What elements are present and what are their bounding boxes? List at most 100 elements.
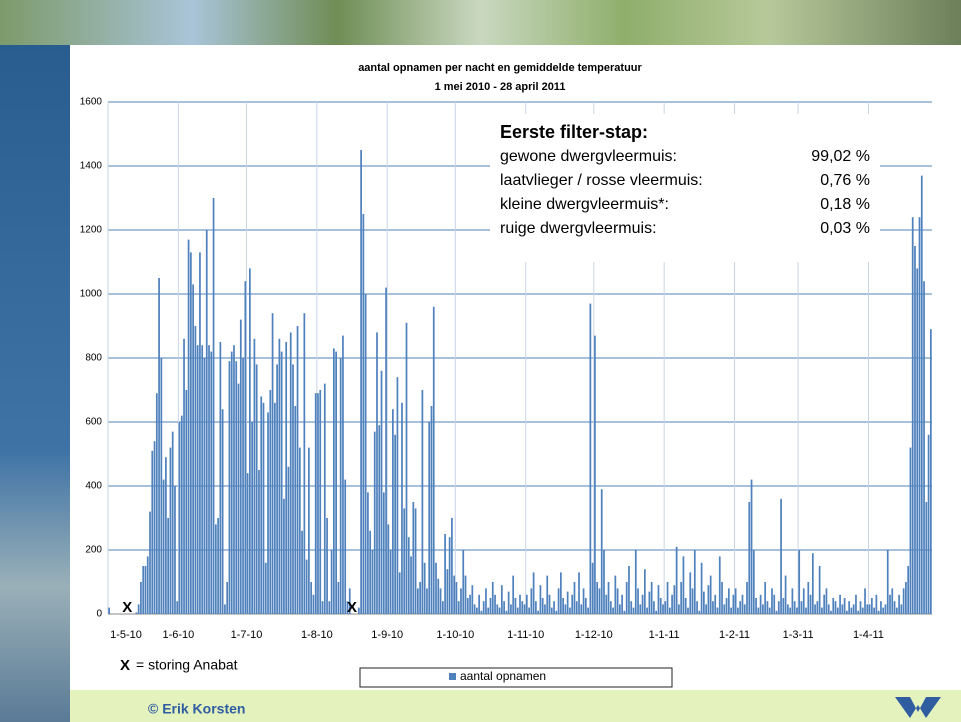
filter-row-value: 99,02 % (811, 148, 870, 165)
bar (308, 447, 310, 614)
bar (914, 246, 916, 614)
bar (294, 406, 297, 614)
bar (487, 607, 490, 614)
bar (709, 575, 712, 614)
bar (364, 294, 367, 614)
bar (546, 575, 549, 614)
legend-label: aantal opnamen (460, 669, 546, 683)
bar (444, 534, 446, 614)
bar (923, 281, 925, 614)
bar (773, 594, 776, 614)
side-strip (0, 45, 70, 722)
chart-title: aantal opnamen per nacht en gemiddelde t… (358, 62, 642, 74)
bar (646, 607, 648, 614)
bar (210, 351, 213, 614)
bar (752, 550, 755, 614)
bar (214, 524, 217, 614)
bar (135, 612, 138, 614)
bar (230, 351, 233, 614)
bar (678, 604, 680, 614)
bar (737, 607, 739, 614)
bar (503, 601, 505, 614)
bar (641, 594, 644, 614)
bar (507, 591, 510, 614)
bar (255, 364, 258, 614)
x-tick-label: 1-5-10 (110, 629, 142, 641)
bar (258, 470, 260, 614)
bar (673, 585, 676, 614)
bar (523, 604, 526, 614)
filter-row-value: 0,18 % (820, 196, 870, 213)
bar (766, 601, 769, 614)
bar (407, 537, 410, 614)
bar (623, 610, 626, 614)
bar (278, 338, 281, 614)
x-tick-label: 1-2-11 (719, 629, 750, 641)
bar (203, 358, 206, 614)
bar (435, 562, 437, 614)
bar (891, 588, 894, 614)
bar (280, 351, 283, 614)
bar (373, 431, 376, 614)
filter-row-value: 0,76 % (820, 172, 870, 189)
bar (335, 351, 337, 614)
bar (836, 607, 839, 614)
bar (655, 610, 658, 614)
bar (861, 607, 864, 614)
bar (684, 598, 687, 614)
bar (312, 594, 315, 614)
bar (476, 607, 478, 614)
bar (802, 588, 805, 614)
bar (482, 601, 485, 614)
bar (548, 594, 551, 614)
bar (140, 582, 142, 614)
bar (662, 604, 664, 614)
bar (927, 434, 930, 614)
bar (748, 502, 751, 614)
bar (889, 594, 891, 614)
bar (886, 550, 889, 614)
bar (643, 569, 646, 614)
bar (594, 335, 596, 614)
bar (394, 434, 397, 614)
bar (630, 601, 633, 614)
bar (149, 511, 151, 614)
bar (607, 582, 610, 614)
bar (187, 239, 190, 614)
bar (396, 377, 399, 614)
bar (800, 601, 803, 614)
bar (405, 322, 408, 614)
bar (671, 594, 673, 614)
bar (784, 575, 787, 614)
bar (378, 425, 381, 614)
bar (786, 604, 789, 614)
bar (455, 582, 458, 614)
bar (217, 518, 219, 614)
bar (398, 572, 401, 614)
bar (725, 598, 728, 614)
bar (194, 326, 197, 614)
x-tick-label: 1-8-10 (301, 629, 333, 641)
bar (619, 604, 621, 614)
bar (535, 601, 537, 614)
bar (559, 572, 562, 614)
footer-text: © Erik Korsten (148, 701, 245, 717)
bar (448, 537, 451, 614)
bar (839, 594, 841, 614)
bar (239, 319, 242, 614)
bar (846, 610, 848, 614)
bar (666, 582, 669, 614)
bar (575, 601, 578, 614)
bar (902, 588, 905, 614)
filter-title: Eerste filter-stap: (500, 122, 648, 142)
bar (718, 556, 721, 614)
filter-row-value: 0,03 % (820, 220, 870, 237)
y-tick-label: 1200 (80, 225, 103, 236)
bar (380, 370, 383, 614)
bar (326, 518, 328, 614)
x-tick-label: 1-10-10 (436, 629, 474, 641)
bar (780, 498, 782, 614)
bar (868, 604, 871, 614)
bar (228, 361, 231, 614)
bar (387, 524, 390, 614)
